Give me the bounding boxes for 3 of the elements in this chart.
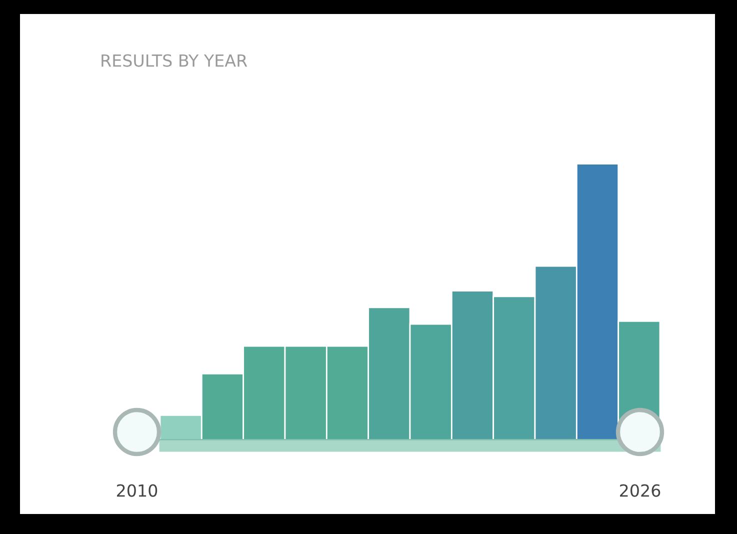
text: 2026 (620, 484, 660, 497)
text: 2010 (117, 484, 158, 497)
chart-title: RESULTS BY YEAR (102, 54, 248, 67)
